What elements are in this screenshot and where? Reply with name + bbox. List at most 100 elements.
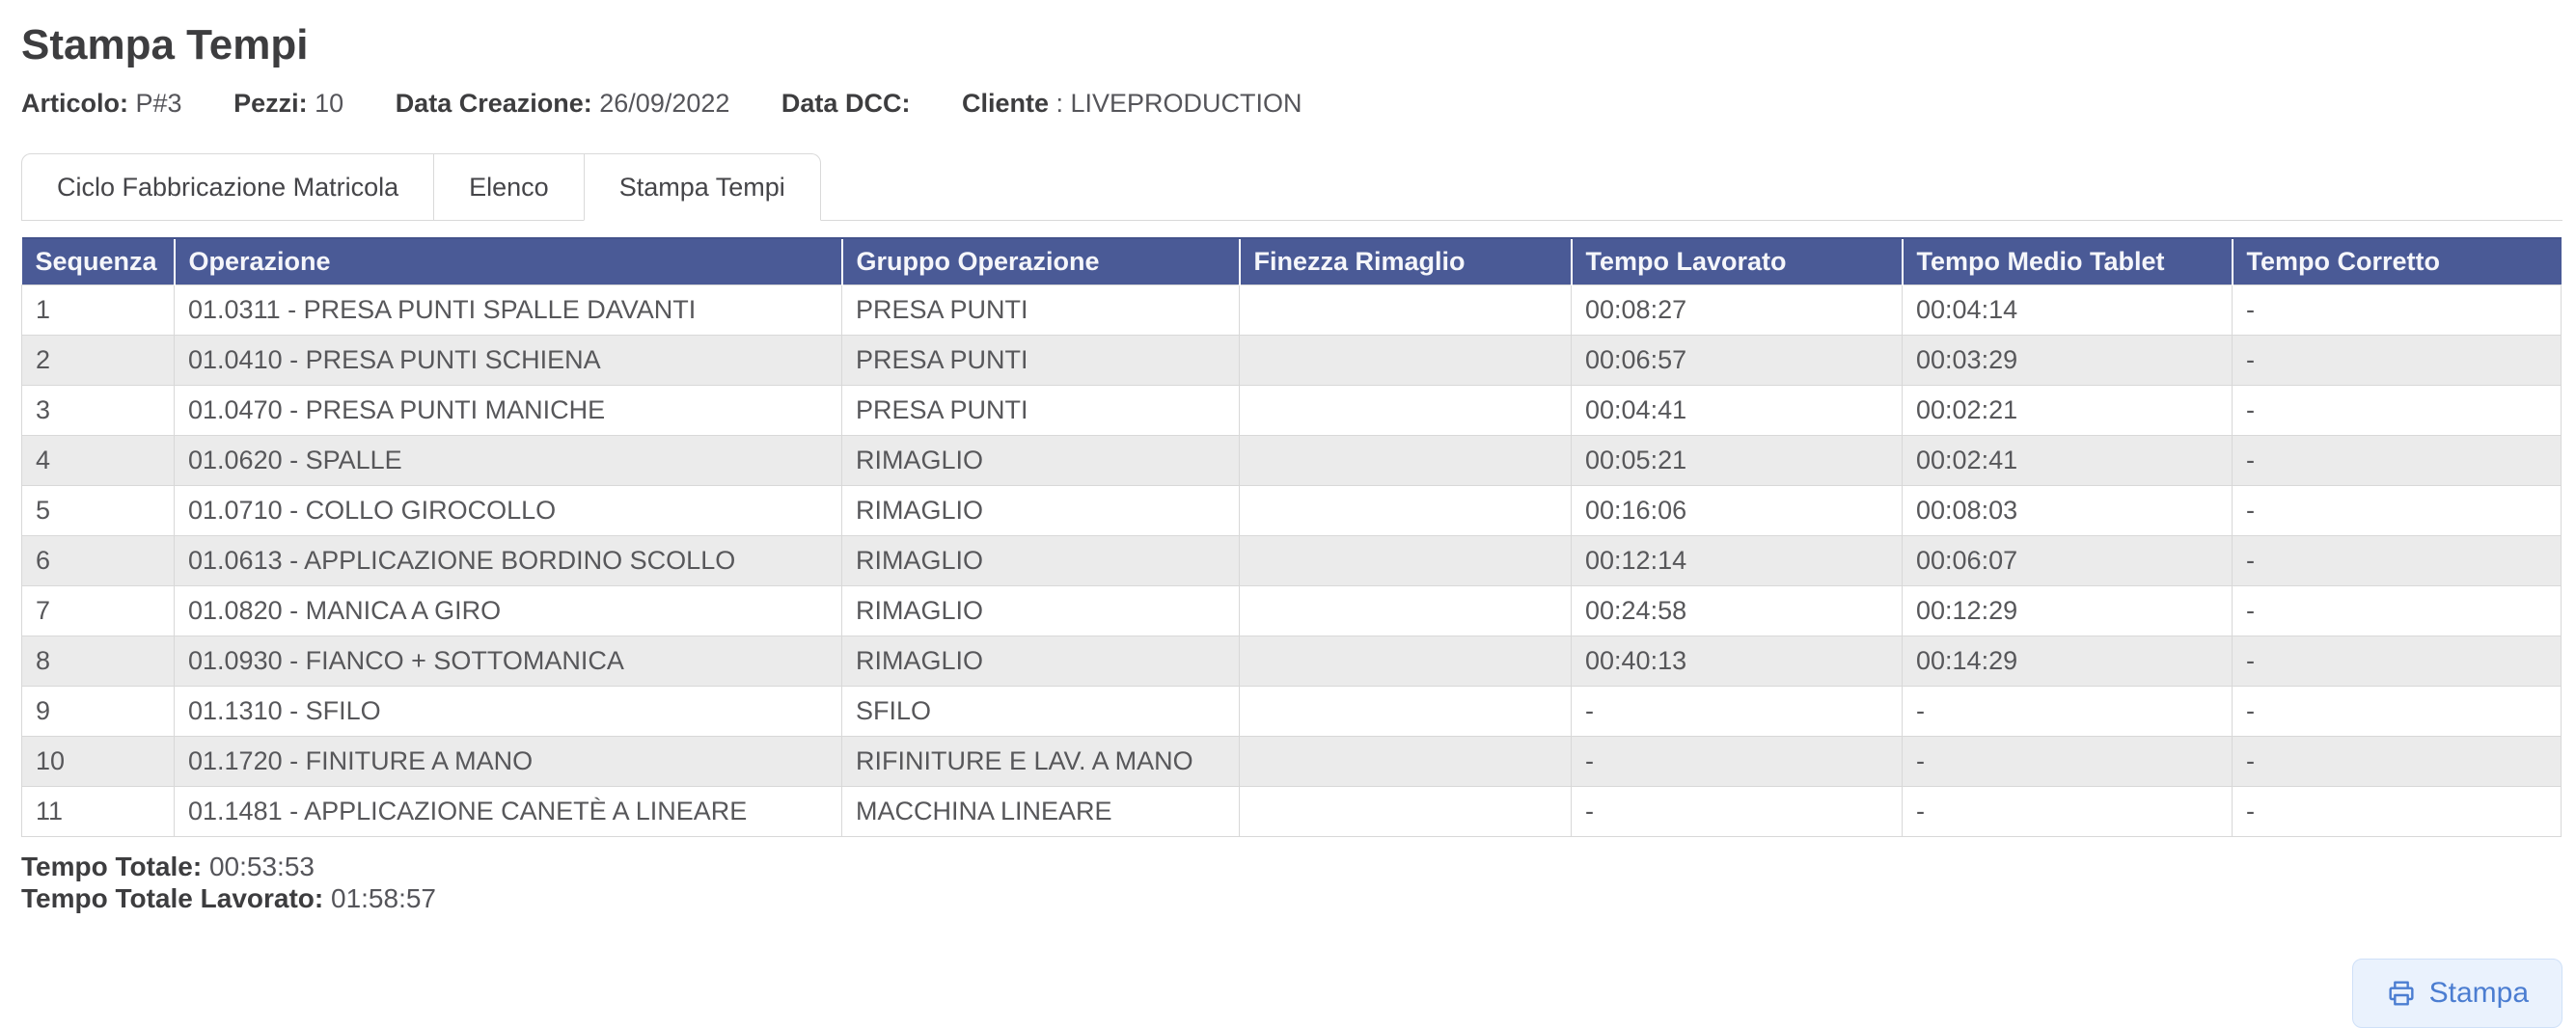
cell-gruppo-operazione: PRESA PUNTI: [841, 284, 1240, 336]
cell-tempo-medio-tablet: 00:06:07: [1902, 535, 2233, 586]
cell-gruppo-operazione: RIMAGLIO: [841, 585, 1240, 636]
cell-finezza-rimaglio: [1239, 535, 1572, 586]
cell-gruppo-operazione: MACCHINA LINEARE: [841, 786, 1240, 837]
cell-tempo-medio-tablet: -: [1902, 736, 2233, 787]
table-row: 9 01.1310 - SFILO SFILO - - -: [21, 686, 2562, 737]
info-articolo-value: P#3: [135, 89, 182, 118]
cell-tempo-corretto: -: [2232, 385, 2562, 436]
cell-finezza-rimaglio: [1239, 736, 1572, 787]
cell-operazione: 01.0620 - SPALLE: [174, 435, 842, 486]
cell-sequenza: 2: [21, 335, 175, 386]
cell-tempo-lavorato: 00:04:41: [1571, 385, 1903, 436]
col-header-tempo-lavorato: Tempo Lavorato: [1570, 237, 1903, 285]
cell-operazione: 01.1720 - FINITURE A MANO: [174, 736, 842, 787]
cell-finezza-rimaglio: [1239, 786, 1572, 837]
cell-finezza-rimaglio: [1239, 385, 1572, 436]
cell-finezza-rimaglio: [1239, 435, 1572, 486]
tempo-totale-value: 00:53:53: [208, 852, 315, 881]
col-header-tempo-corretto: Tempo Corretto: [2231, 237, 2562, 285]
cell-tempo-corretto: -: [2232, 335, 2562, 386]
tempo-totale-lavorato-label: Tempo Totale Lavorato:: [21, 883, 324, 913]
cell-tempo-lavorato: -: [1571, 736, 1903, 787]
cell-sequenza: 5: [21, 485, 175, 536]
cell-gruppo-operazione: RIMAGLIO: [841, 636, 1240, 687]
cell-tempo-lavorato: 00:16:06: [1571, 485, 1903, 536]
table-row: 7 01.0820 - MANICA A GIRO RIMAGLIO 00:24:58…: [21, 585, 2562, 636]
cell-tempo-lavorato: -: [1571, 686, 1903, 737]
tempo-totale: Tempo Totale: 00:53:53: [21, 851, 2562, 882]
cell-finezza-rimaglio: [1239, 636, 1572, 687]
col-header-sequenza: Sequenza: [21, 237, 175, 285]
cell-tempo-lavorato: 00:05:21: [1571, 435, 1903, 486]
tempo-totale-lavorato-value: 01:58:57: [331, 883, 436, 913]
tab-elenco[interactable]: Elenco: [433, 153, 585, 221]
cell-finezza-rimaglio: [1239, 335, 1572, 386]
cell-tempo-corretto: -: [2232, 284, 2562, 336]
cell-gruppo-operazione: PRESA PUNTI: [841, 385, 1240, 436]
cell-operazione: 01.1310 - SFILO: [174, 686, 842, 737]
cell-finezza-rimaglio: [1239, 585, 1572, 636]
tab-ciclo-fabbricazione-matricola[interactable]: Ciclo Fabbricazione Matricola: [21, 153, 435, 221]
table-row: 3 01.0470 - PRESA PUNTI MANICHE PRESA PUNT…: [21, 385, 2562, 436]
cell-sequenza: 8: [21, 636, 175, 687]
table-row: 2 01.0410 - PRESA PUNTI SCHIENA PRESA PUNT…: [21, 335, 2562, 386]
cell-sequenza: 11: [21, 786, 175, 837]
cell-operazione: 01.1481 - APPLICAZIONE CANETÈ A LINEARE: [174, 786, 842, 837]
cell-tempo-lavorato: 00:08:27: [1571, 284, 1903, 336]
info-data-dcc-label: Data DCC:: [781, 89, 911, 118]
cell-tempo-lavorato: -: [1571, 786, 1903, 837]
info-pezzi-label: Pezzi:: [233, 89, 308, 118]
cell-tempo-medio-tablet: 00:02:41: [1902, 435, 2233, 486]
cell-tempo-medio-tablet: 00:04:14: [1902, 284, 2233, 336]
info-data-dcc: Data DCC:: [781, 89, 918, 118]
info-cliente-label: Cliente: [961, 89, 1049, 118]
cell-sequenza: 1: [21, 284, 175, 336]
cell-tempo-corretto: -: [2232, 786, 2562, 837]
cell-sequenza: 10: [21, 736, 175, 787]
cell-sequenza: 9: [21, 686, 175, 737]
cell-tempo-lavorato: 00:24:58: [1571, 585, 1903, 636]
cell-operazione: 01.0410 - PRESA PUNTI SCHIENA: [174, 335, 842, 386]
info-cliente: Cliente : LIVEPRODUCTION: [962, 89, 1302, 118]
cell-operazione: 01.0613 - APPLICAZIONE BORDINO SCOLLO: [174, 535, 842, 586]
cell-gruppo-operazione: RIMAGLIO: [841, 435, 1240, 486]
cell-operazione: 01.0710 - COLLO GIROCOLLO: [174, 485, 842, 536]
cell-operazione: 01.0470 - PRESA PUNTI MANICHE: [174, 385, 842, 436]
info-pezzi-value: 10: [315, 89, 344, 118]
col-header-gruppo-operazione: Gruppo Operazione: [840, 237, 1240, 285]
cell-tempo-medio-tablet: -: [1902, 686, 2233, 737]
cell-tempo-lavorato: 00:12:14: [1571, 535, 1903, 586]
tempo-totale-label: Tempo Totale:: [21, 852, 203, 881]
tempi-table: Sequenza Operazione Gruppo Operazione Fi…: [21, 237, 2562, 837]
info-data-creazione: Data Creazione: 26/09/2022: [396, 89, 730, 118]
table-row: 1 01.0311 - PRESA PUNTI SPALLE DAVANTI PRE…: [21, 284, 2562, 336]
tab-stampa-tempi[interactable]: Stampa Tempi: [583, 153, 821, 221]
cell-gruppo-operazione: RIMAGLIO: [841, 535, 1240, 586]
cell-gruppo-operazione: PRESA PUNTI: [841, 335, 1240, 386]
info-data-creazione-value: 26/09/2022: [599, 89, 730, 118]
cell-tempo-lavorato: 00:06:57: [1571, 335, 1903, 386]
cell-operazione: 01.0930 - FIANCO + SOTTOMANICA: [174, 636, 842, 687]
cell-gruppo-operazione: SFILO: [841, 686, 1240, 737]
cell-tempo-medio-tablet: 00:12:29: [1902, 585, 2233, 636]
stampa-button[interactable]: Stampa: [2351, 959, 2562, 1028]
cell-tempo-corretto: -: [2232, 485, 2562, 536]
cell-sequenza: 6: [21, 535, 175, 586]
cell-sequenza: 3: [21, 385, 175, 436]
cell-tempo-corretto: -: [2232, 686, 2562, 737]
cell-operazione: 01.0820 - MANICA A GIRO: [174, 585, 842, 636]
info-data-creazione-label: Data Creazione:: [395, 89, 592, 118]
table-row: 8 01.0930 - FIANCO + SOTTOMANICA RIMAGLIO 0…: [21, 636, 2562, 687]
table-row: 5 01.0710 - COLLO GIROCOLLO RIMAGLIO 00:16:…: [21, 485, 2562, 536]
cell-finezza-rimaglio: [1239, 485, 1572, 536]
table-row: 10 01.1720 - FINITURE A MANO RIFINITURE E …: [21, 736, 2562, 787]
cell-tempo-corretto: -: [2232, 736, 2562, 787]
info-cliente-value: : LIVEPRODUCTION: [1055, 89, 1302, 118]
cell-finezza-rimaglio: [1239, 686, 1572, 737]
info-articolo: Articolo: P#3: [21, 89, 182, 118]
stampa-button-label: Stampa: [2428, 977, 2529, 1009]
cell-gruppo-operazione: RIMAGLIO: [841, 485, 1240, 536]
cell-tempo-corretto: -: [2232, 585, 2562, 636]
cell-sequenza: 4: [21, 435, 175, 486]
cell-tempo-medio-tablet: 00:08:03: [1902, 485, 2233, 536]
